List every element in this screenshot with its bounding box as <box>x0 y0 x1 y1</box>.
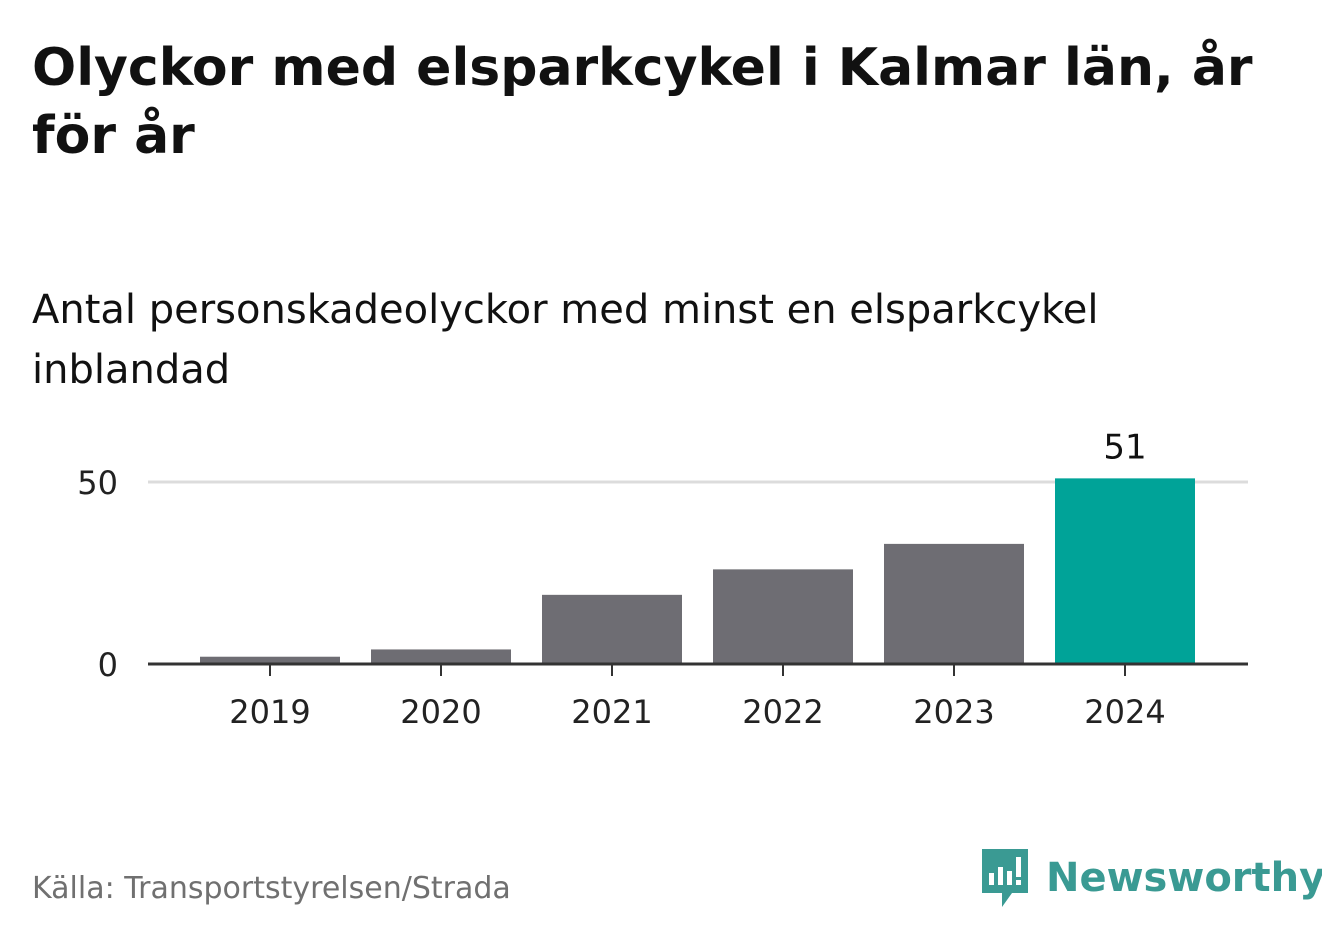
bar-chart: 0 50 2019 2020 2021 2022 2023 2024 51 <box>77 427 1248 731</box>
x-tick-label-2023: 2023 <box>913 693 994 731</box>
brand-name: Newsworthy <box>1046 855 1322 901</box>
bars <box>200 478 1195 664</box>
y-tick-label-50: 50 <box>77 464 118 502</box>
x-tick-label-2021: 2021 <box>571 693 652 731</box>
bar-2024 <box>1055 478 1195 664</box>
x-tick-label-2019: 2019 <box>229 693 310 731</box>
bar-2022 <box>713 569 853 664</box>
brand-logo[interactable]: Newsworthy <box>980 846 1322 910</box>
bar-2021 <box>542 594 682 664</box>
bar-2023 <box>884 543 1024 664</box>
source-note: Källa: Transportstyrelsen/Strada <box>32 871 511 906</box>
data-labels: 51 <box>1103 427 1146 467</box>
newsworthy-logo-icon <box>982 849 1028 907</box>
data-label-2024: 51 <box>1103 427 1146 467</box>
y-axis-ticks: 0 50 <box>77 464 118 684</box>
bar-2019 <box>200 656 340 664</box>
x-axis-ticks: 2019 2020 2021 2022 2023 2024 <box>229 664 1166 731</box>
x-tick-label-2024: 2024 <box>1084 693 1165 731</box>
chart-subtitle: Antal personskadeolyckor med minst en el… <box>32 287 1099 393</box>
chart-title: Olyckor med elsparkcykel i Kalmar län, å… <box>32 38 1253 166</box>
x-tick-label-2022: 2022 <box>742 693 823 731</box>
bar-2020 <box>371 649 511 664</box>
y-tick-label-0: 0 <box>98 646 118 684</box>
x-tick-label-2020: 2020 <box>400 693 481 731</box>
